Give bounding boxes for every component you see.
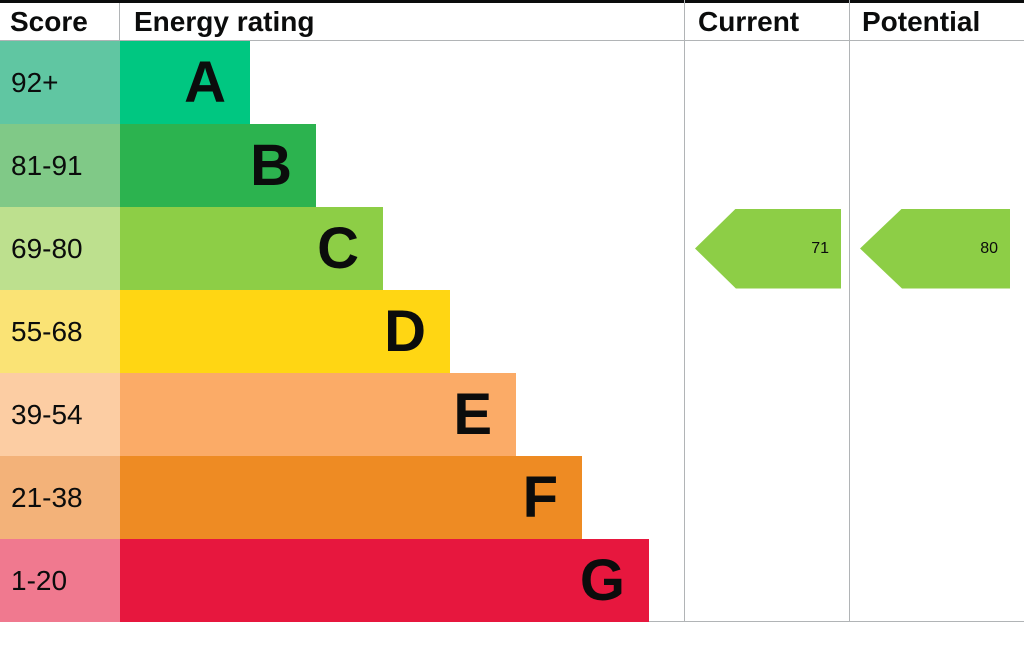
band-row: 81-91 B <box>0 124 684 207</box>
potential-value: 80 <box>980 239 998 257</box>
band-bar: C <box>120 207 383 290</box>
band-bar: B <box>120 124 316 207</box>
header-energy-rating: Energy rating <box>134 6 315 37</box>
band-bar: A <box>120 41 250 124</box>
header-divider <box>0 40 1024 41</box>
band-rows: 92+ A 81-91 B 69-80 C 55-68 D 39-54 E 21-38 F 1-20 G <box>0 41 684 622</box>
band-letter: B <box>250 132 292 198</box>
band-letter: C <box>317 215 359 281</box>
band-row: 39-54 E <box>0 373 684 456</box>
band-row: 21-38 F <box>0 456 684 539</box>
header-current: Current <box>698 6 800 37</box>
current-arrow: 71 <box>695 208 841 289</box>
band-bar: G <box>120 539 649 622</box>
current-column-divider <box>684 0 685 622</box>
band-row: 92+ A <box>0 41 684 124</box>
potential-column-divider <box>849 0 850 622</box>
score-range: 81-91 <box>0 124 120 207</box>
band-row: 55-68 D <box>0 290 684 373</box>
score-range: 1-20 <box>0 539 120 622</box>
header-potential: Potential <box>862 6 981 37</box>
top-border <box>0 0 1024 3</box>
band-letter: G <box>579 547 625 613</box>
score-range: 69-80 <box>0 207 120 290</box>
band-row: 69-80 C <box>0 207 684 290</box>
band-row: 1-20 G <box>0 539 684 622</box>
score-range: 39-54 <box>0 373 120 456</box>
header-row: Score Energy rating Current Potential <box>0 3 1024 41</box>
band-letter: D <box>384 298 426 364</box>
score-range: 55-68 <box>0 290 120 373</box>
header-score: Score <box>0 3 120 41</box>
band-bar: D <box>120 290 450 373</box>
score-range: 92+ <box>0 41 120 124</box>
band-letter: E <box>453 381 492 447</box>
band-letter: F <box>522 464 558 530</box>
band-bar: F <box>120 456 582 539</box>
current-value: 71 <box>811 239 829 257</box>
band-letter: A <box>184 49 226 115</box>
band-bar: E <box>120 373 516 456</box>
potential-arrow: 80 <box>860 208 1010 289</box>
score-range: 21-38 <box>0 456 120 539</box>
